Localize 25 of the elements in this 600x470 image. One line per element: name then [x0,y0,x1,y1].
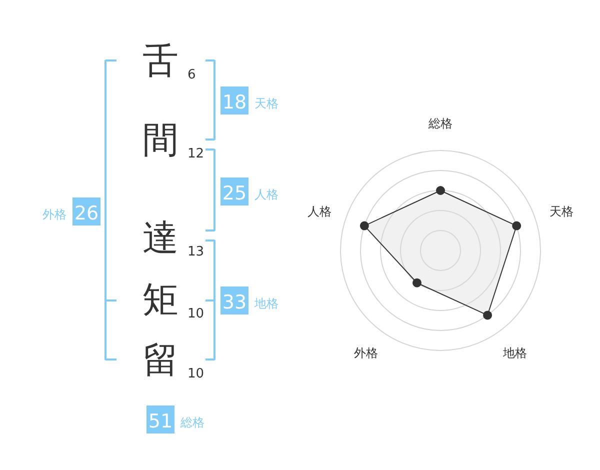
spoke-label: 人格 [308,204,332,218]
data-label: 6 [188,68,196,82]
spoke-label: 総格 [428,116,452,130]
text: 25 [222,182,247,204]
category-label: 達 [142,218,178,259]
text: 人格 [254,188,278,202]
spoke-label: 天格 [549,204,574,218]
text: 地格 [254,296,278,310]
category-label: 舌 [142,41,178,82]
category-label: 留 [142,340,178,381]
data-label: 13 [188,244,204,260]
text: 外格 [42,208,66,222]
category-label: 矩 [142,280,178,321]
data-label: 12 [188,146,204,162]
text: 総格 [180,416,204,430]
category-label: 間 [142,120,178,161]
text: 天格 [254,96,278,110]
text: 18 [222,92,247,114]
text: 33 [222,292,247,314]
text: 26 [74,202,99,224]
spoke-label: 外格 [354,346,378,360]
spoke-label: 地格 [502,346,528,360]
data-label: 10 [188,366,204,382]
text: 51 [148,410,173,432]
data-label: 10 [188,306,204,322]
